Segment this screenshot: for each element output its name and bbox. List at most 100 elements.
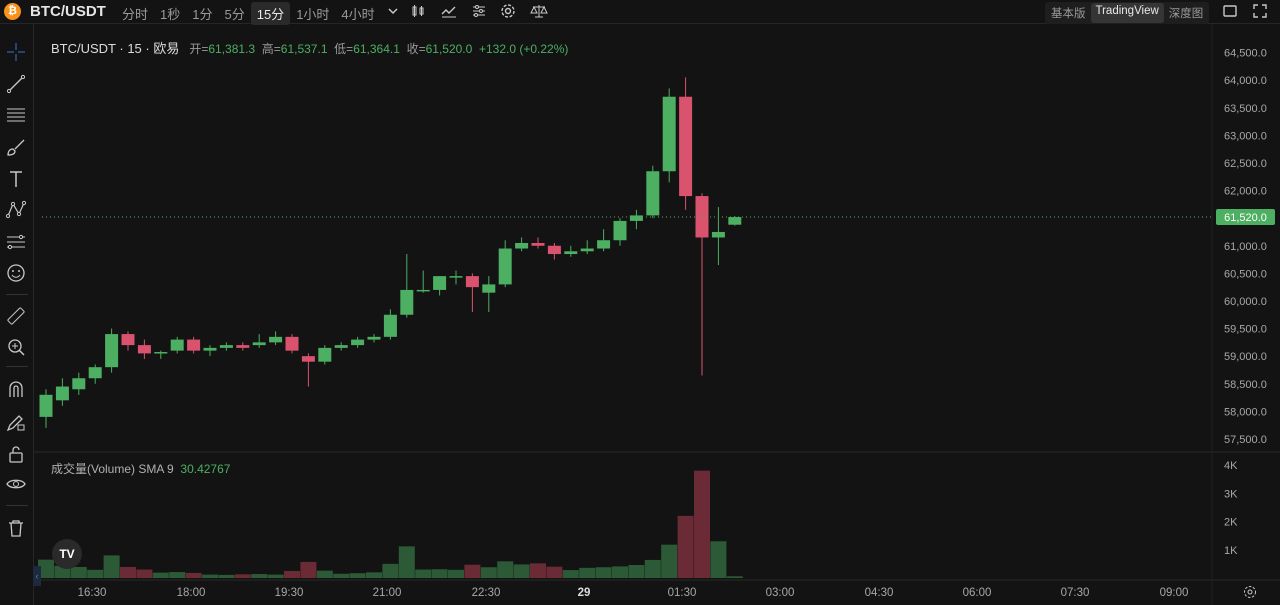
volume-bar <box>185 572 202 578</box>
volume-bar <box>579 567 596 578</box>
candle-body <box>597 240 611 249</box>
interval-2[interactable]: 1秒 <box>160 7 181 22</box>
candle-body <box>465 276 479 288</box>
candle-body <box>187 339 201 351</box>
view-basic[interactable]: 基本版 <box>1051 8 1086 20</box>
volume-bar <box>136 569 153 578</box>
toolbar-divider <box>6 505 28 506</box>
volume-bar <box>349 573 366 578</box>
volume-bar <box>546 566 563 578</box>
volume-bar <box>726 576 743 578</box>
volume-tick-label: 4K <box>1224 460 1238 472</box>
chart-title[interactable]: BTC/USDT · 15 · 欧易 <box>51 41 180 56</box>
candle-type-icon[interactable] <box>409 2 427 20</box>
collapse-toolbar-icon[interactable]: ‹ <box>33 566 41 586</box>
ruler-icon[interactable] <box>5 305 27 327</box>
scale-icon[interactable] <box>530 2 548 20</box>
time-tick-label: 22:30 <box>472 587 501 599</box>
time-tick-label: 07:30 <box>1061 587 1090 599</box>
price-tick-label: 58,000.0 <box>1224 406 1267 418</box>
forecast-icon[interactable] <box>5 231 27 253</box>
price-tick-label: 62,000.0 <box>1224 186 1267 198</box>
magnet-icon[interactable] <box>5 379 27 401</box>
time-tick-label: 16:30 <box>78 587 107 599</box>
volume-bar <box>103 555 120 578</box>
time-tick-label: 29 <box>578 587 591 599</box>
trash-icon[interactable] <box>5 517 27 539</box>
interval-5[interactable]: 15分 <box>250 2 291 25</box>
volume-bars <box>38 470 743 578</box>
candle-body <box>72 378 86 390</box>
volume-bar <box>87 569 104 578</box>
candle-body <box>269 336 283 343</box>
interval-7[interactable]: 4小时 <box>341 7 375 22</box>
brush-icon[interactable] <box>5 136 27 158</box>
interval-1[interactable]: 分时 <box>122 7 149 22</box>
time-tick-label: 06:00 <box>963 587 992 599</box>
list-settings-icon[interactable] <box>470 2 488 20</box>
candle-body <box>564 251 578 255</box>
candle-body <box>531 243 545 246</box>
candle-body <box>170 339 184 351</box>
price-tick-label: 63,500.0 <box>1224 103 1267 115</box>
tradingview-logo-icon[interactable]: TV <box>52 539 82 569</box>
volume-label[interactable]: 成交量(Volume) <box>51 462 136 476</box>
volume-legend: 成交量(Volume) SMA 9 30.42767 <box>51 460 230 477</box>
interval-3[interactable]: 1分 <box>192 7 213 22</box>
candle-body <box>301 356 315 362</box>
candle-body <box>498 248 512 285</box>
candle-body <box>662 96 676 172</box>
fullscreen-icon[interactable] <box>1251 2 1269 20</box>
eye-icon[interactable] <box>5 473 27 495</box>
current-price-marker: 61,520.0 <box>42 209 1275 226</box>
axis-settings-icon[interactable] <box>1242 584 1258 600</box>
indicators-icon[interactable] <box>440 2 458 20</box>
view-depth[interactable]: 深度图 <box>1168 8 1204 20</box>
volume-bar <box>284 570 300 578</box>
layout-icon[interactable] <box>1221 2 1239 20</box>
drawing-toolbar <box>0 24 34 605</box>
pencil-lock-icon[interactable] <box>5 411 27 433</box>
volume-bar <box>497 561 514 578</box>
close-label: 收= <box>406 42 426 56</box>
zoom-in-icon[interactable] <box>5 336 27 358</box>
candle-body <box>711 231 725 238</box>
close-value: 61,520.0 <box>425 42 473 56</box>
view-tradingview[interactable]: TradingView <box>1090 3 1164 23</box>
time-tick-label: 09:00 <box>1160 587 1189 599</box>
volume-bar <box>595 567 612 578</box>
crosshair-icon[interactable] <box>5 41 27 63</box>
emoji-icon[interactable] <box>5 262 27 284</box>
chevron-down-icon[interactable] <box>384 2 402 20</box>
volume-bar <box>120 566 136 578</box>
volume-bar <box>333 573 350 578</box>
gear-icon[interactable] <box>499 2 517 20</box>
candle-body <box>105 334 119 368</box>
volume-bar <box>694 470 710 578</box>
price-tick-label: 63,000.0 <box>1224 130 1267 142</box>
symbol-name[interactable]: BTC/USDT <box>30 3 106 20</box>
interval-4[interactable]: 5分 <box>224 7 245 22</box>
pattern-icon[interactable] <box>5 199 27 221</box>
parallel-lines-icon[interactable] <box>5 104 27 126</box>
trendline-icon[interactable] <box>5 73 27 95</box>
candle-body <box>88 367 102 379</box>
volume-bar <box>267 574 284 578</box>
current-price-badge <box>1216 209 1275 226</box>
candle-body <box>449 276 463 278</box>
lock-icon[interactable] <box>5 443 27 465</box>
volume-bar <box>710 541 727 578</box>
price-tick-label: 57,500.0 <box>1224 434 1267 446</box>
candle-body <box>203 347 217 351</box>
high-value: 61,537.1 <box>280 42 328 56</box>
interval-6[interactable]: 1小时 <box>296 7 330 22</box>
candle-body <box>121 334 135 346</box>
price-tick-label: 59,500.0 <box>1224 324 1267 336</box>
candle-body <box>646 171 660 216</box>
open-value: 61,381.3 <box>208 42 256 56</box>
chart-grid <box>33 24 1280 605</box>
candle-body <box>351 339 365 346</box>
text-icon[interactable] <box>5 168 27 190</box>
low-label: 低= <box>334 42 354 56</box>
